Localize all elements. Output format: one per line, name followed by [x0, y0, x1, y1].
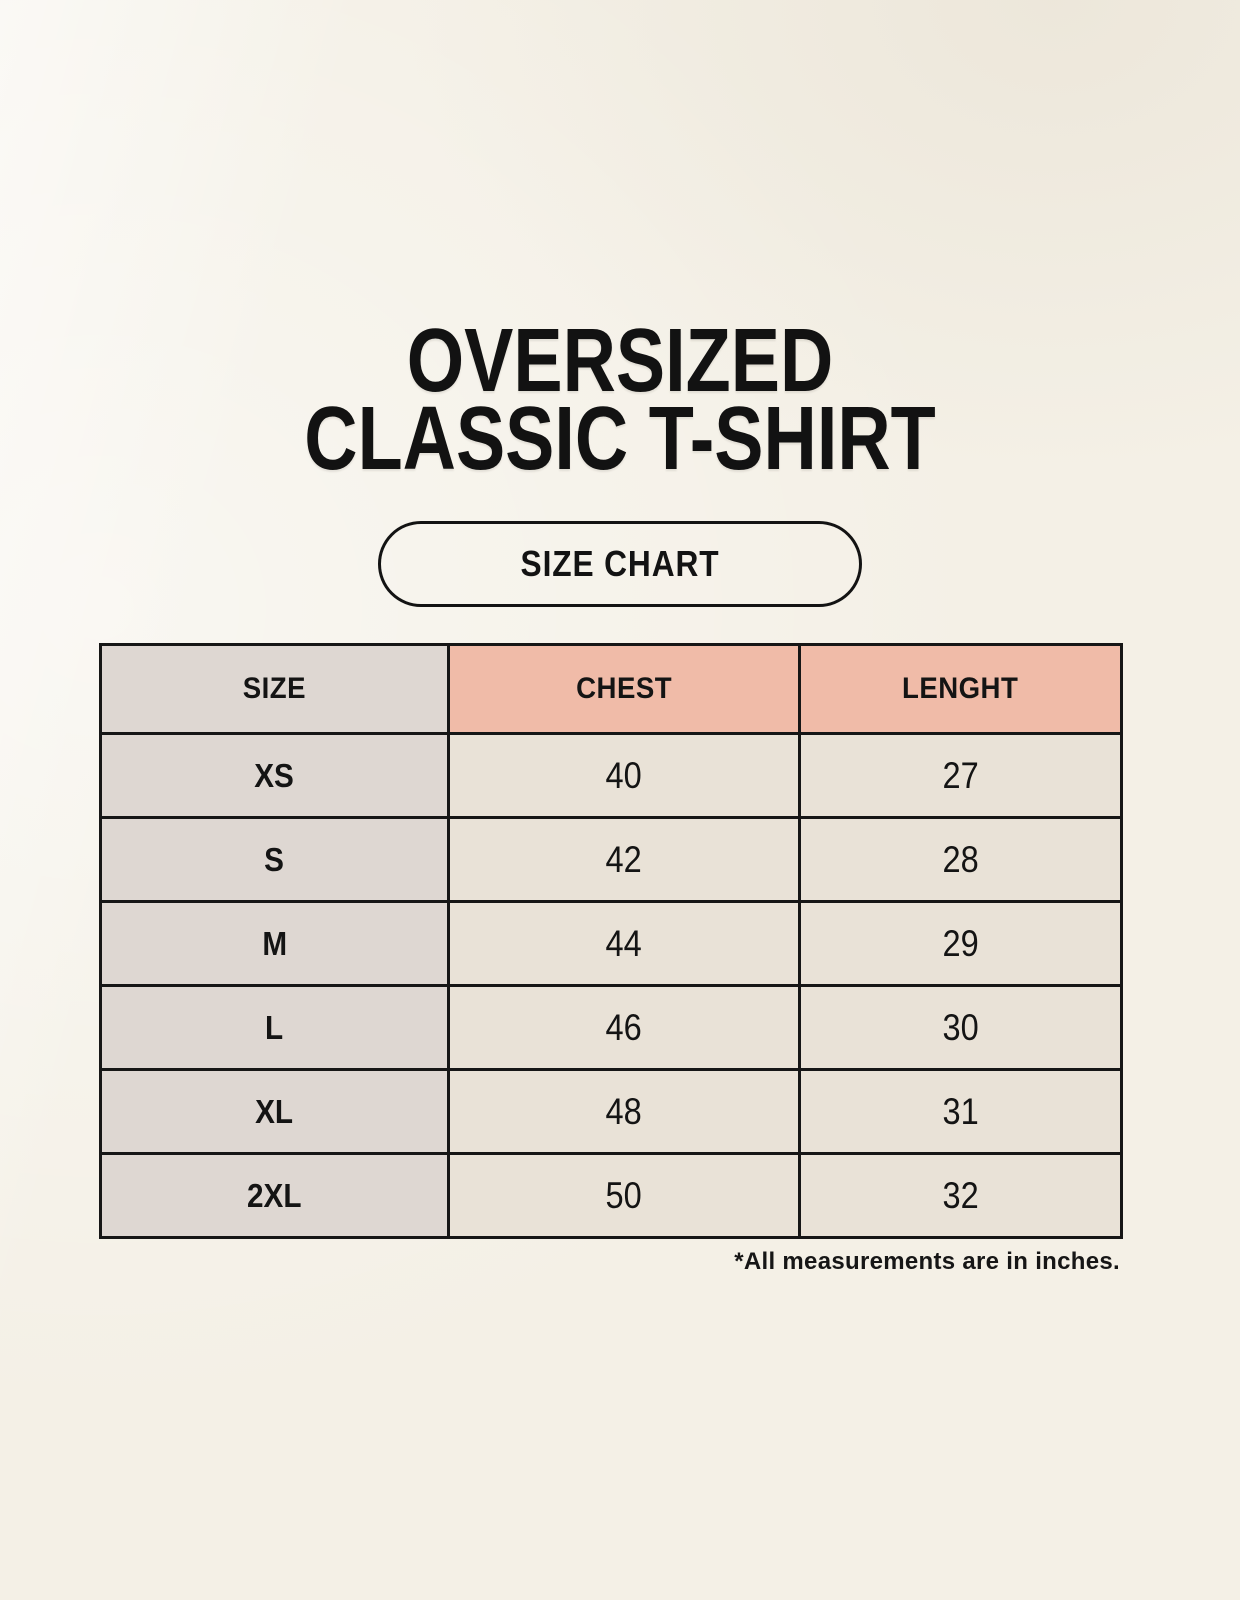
size-label: S [264, 840, 285, 878]
column-header-size: SIZE [99, 643, 450, 735]
length-value: 29 [942, 922, 979, 964]
chest-value: 40 [605, 754, 643, 796]
table-row-s: S 42 28 [99, 816, 1123, 903]
length-cell: 31 [798, 1068, 1123, 1155]
chest-cell: 50 [447, 1152, 801, 1239]
size-chart-badge[interactable]: SIZE CHART [378, 521, 862, 607]
length-value: 30 [942, 1006, 979, 1048]
page-title: OVERSIZED CLASSIC T-SHIRT [0, 311, 1240, 489]
column-header-chest-label: CHEST [576, 672, 672, 705]
length-value: 32 [942, 1174, 979, 1216]
measurements-note: *All measurements are in inches. [734, 1248, 1120, 1275]
chest-cell: 42 [447, 816, 801, 903]
size-cell: M [99, 900, 450, 987]
column-header-length-label: LENGHT [902, 672, 1019, 705]
size-label: XS [254, 756, 295, 794]
size-chart-badge-label: SIZE CHART [520, 543, 720, 584]
chest-value: 44 [605, 922, 643, 964]
length-cell: 32 [798, 1152, 1123, 1239]
length-value: 28 [942, 838, 979, 880]
table-row-xs: XS 40 27 [99, 732, 1123, 819]
page-title-line-1: OVERSIZED [406, 311, 834, 411]
size-label: XL [255, 1092, 294, 1130]
table-row-m: M 44 29 [99, 900, 1123, 987]
size-cell: L [99, 984, 450, 1071]
page-title-line-2: CLASSIC T-SHIRT [304, 389, 936, 489]
length-cell: 28 [798, 816, 1123, 903]
table-row-xl: XL 48 31 [99, 1068, 1123, 1155]
column-header-chest: CHEST [447, 643, 801, 735]
size-label: L [265, 1008, 284, 1046]
column-header-size-label: SIZE [242, 672, 307, 705]
size-cell: XL [99, 1068, 450, 1155]
length-cell: 30 [798, 984, 1123, 1071]
length-value: 27 [942, 754, 979, 796]
table-header-row: SIZE CHEST LENGHT [99, 643, 1123, 735]
chest-cell: 48 [447, 1068, 801, 1155]
size-chart-table: SIZE CHEST LENGHT XS 40 27 S 42 28 [99, 643, 1123, 1239]
chest-value: 42 [605, 838, 643, 880]
length-value: 31 [942, 1090, 979, 1132]
column-header-length: LENGHT [798, 643, 1123, 735]
chest-value: 46 [605, 1006, 643, 1048]
chest-value: 48 [605, 1090, 643, 1132]
length-cell: 27 [798, 732, 1123, 819]
length-cell: 29 [798, 900, 1123, 987]
table-row-l: L 46 30 [99, 984, 1123, 1071]
size-label: 2XL [247, 1176, 302, 1214]
size-cell: 2XL [99, 1152, 450, 1239]
size-cell: S [99, 816, 450, 903]
chest-cell: 44 [447, 900, 801, 987]
table-row-2xl: 2XL 50 32 [99, 1152, 1123, 1239]
chest-cell: 40 [447, 732, 801, 819]
size-cell: XS [99, 732, 450, 819]
chest-value: 50 [605, 1174, 643, 1216]
size-label: M [262, 924, 287, 962]
chest-cell: 46 [447, 984, 801, 1071]
